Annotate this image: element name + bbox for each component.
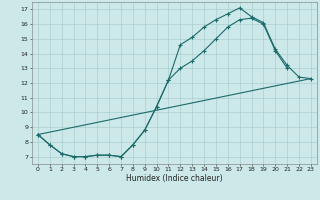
X-axis label: Humidex (Indice chaleur): Humidex (Indice chaleur) (126, 174, 223, 183)
